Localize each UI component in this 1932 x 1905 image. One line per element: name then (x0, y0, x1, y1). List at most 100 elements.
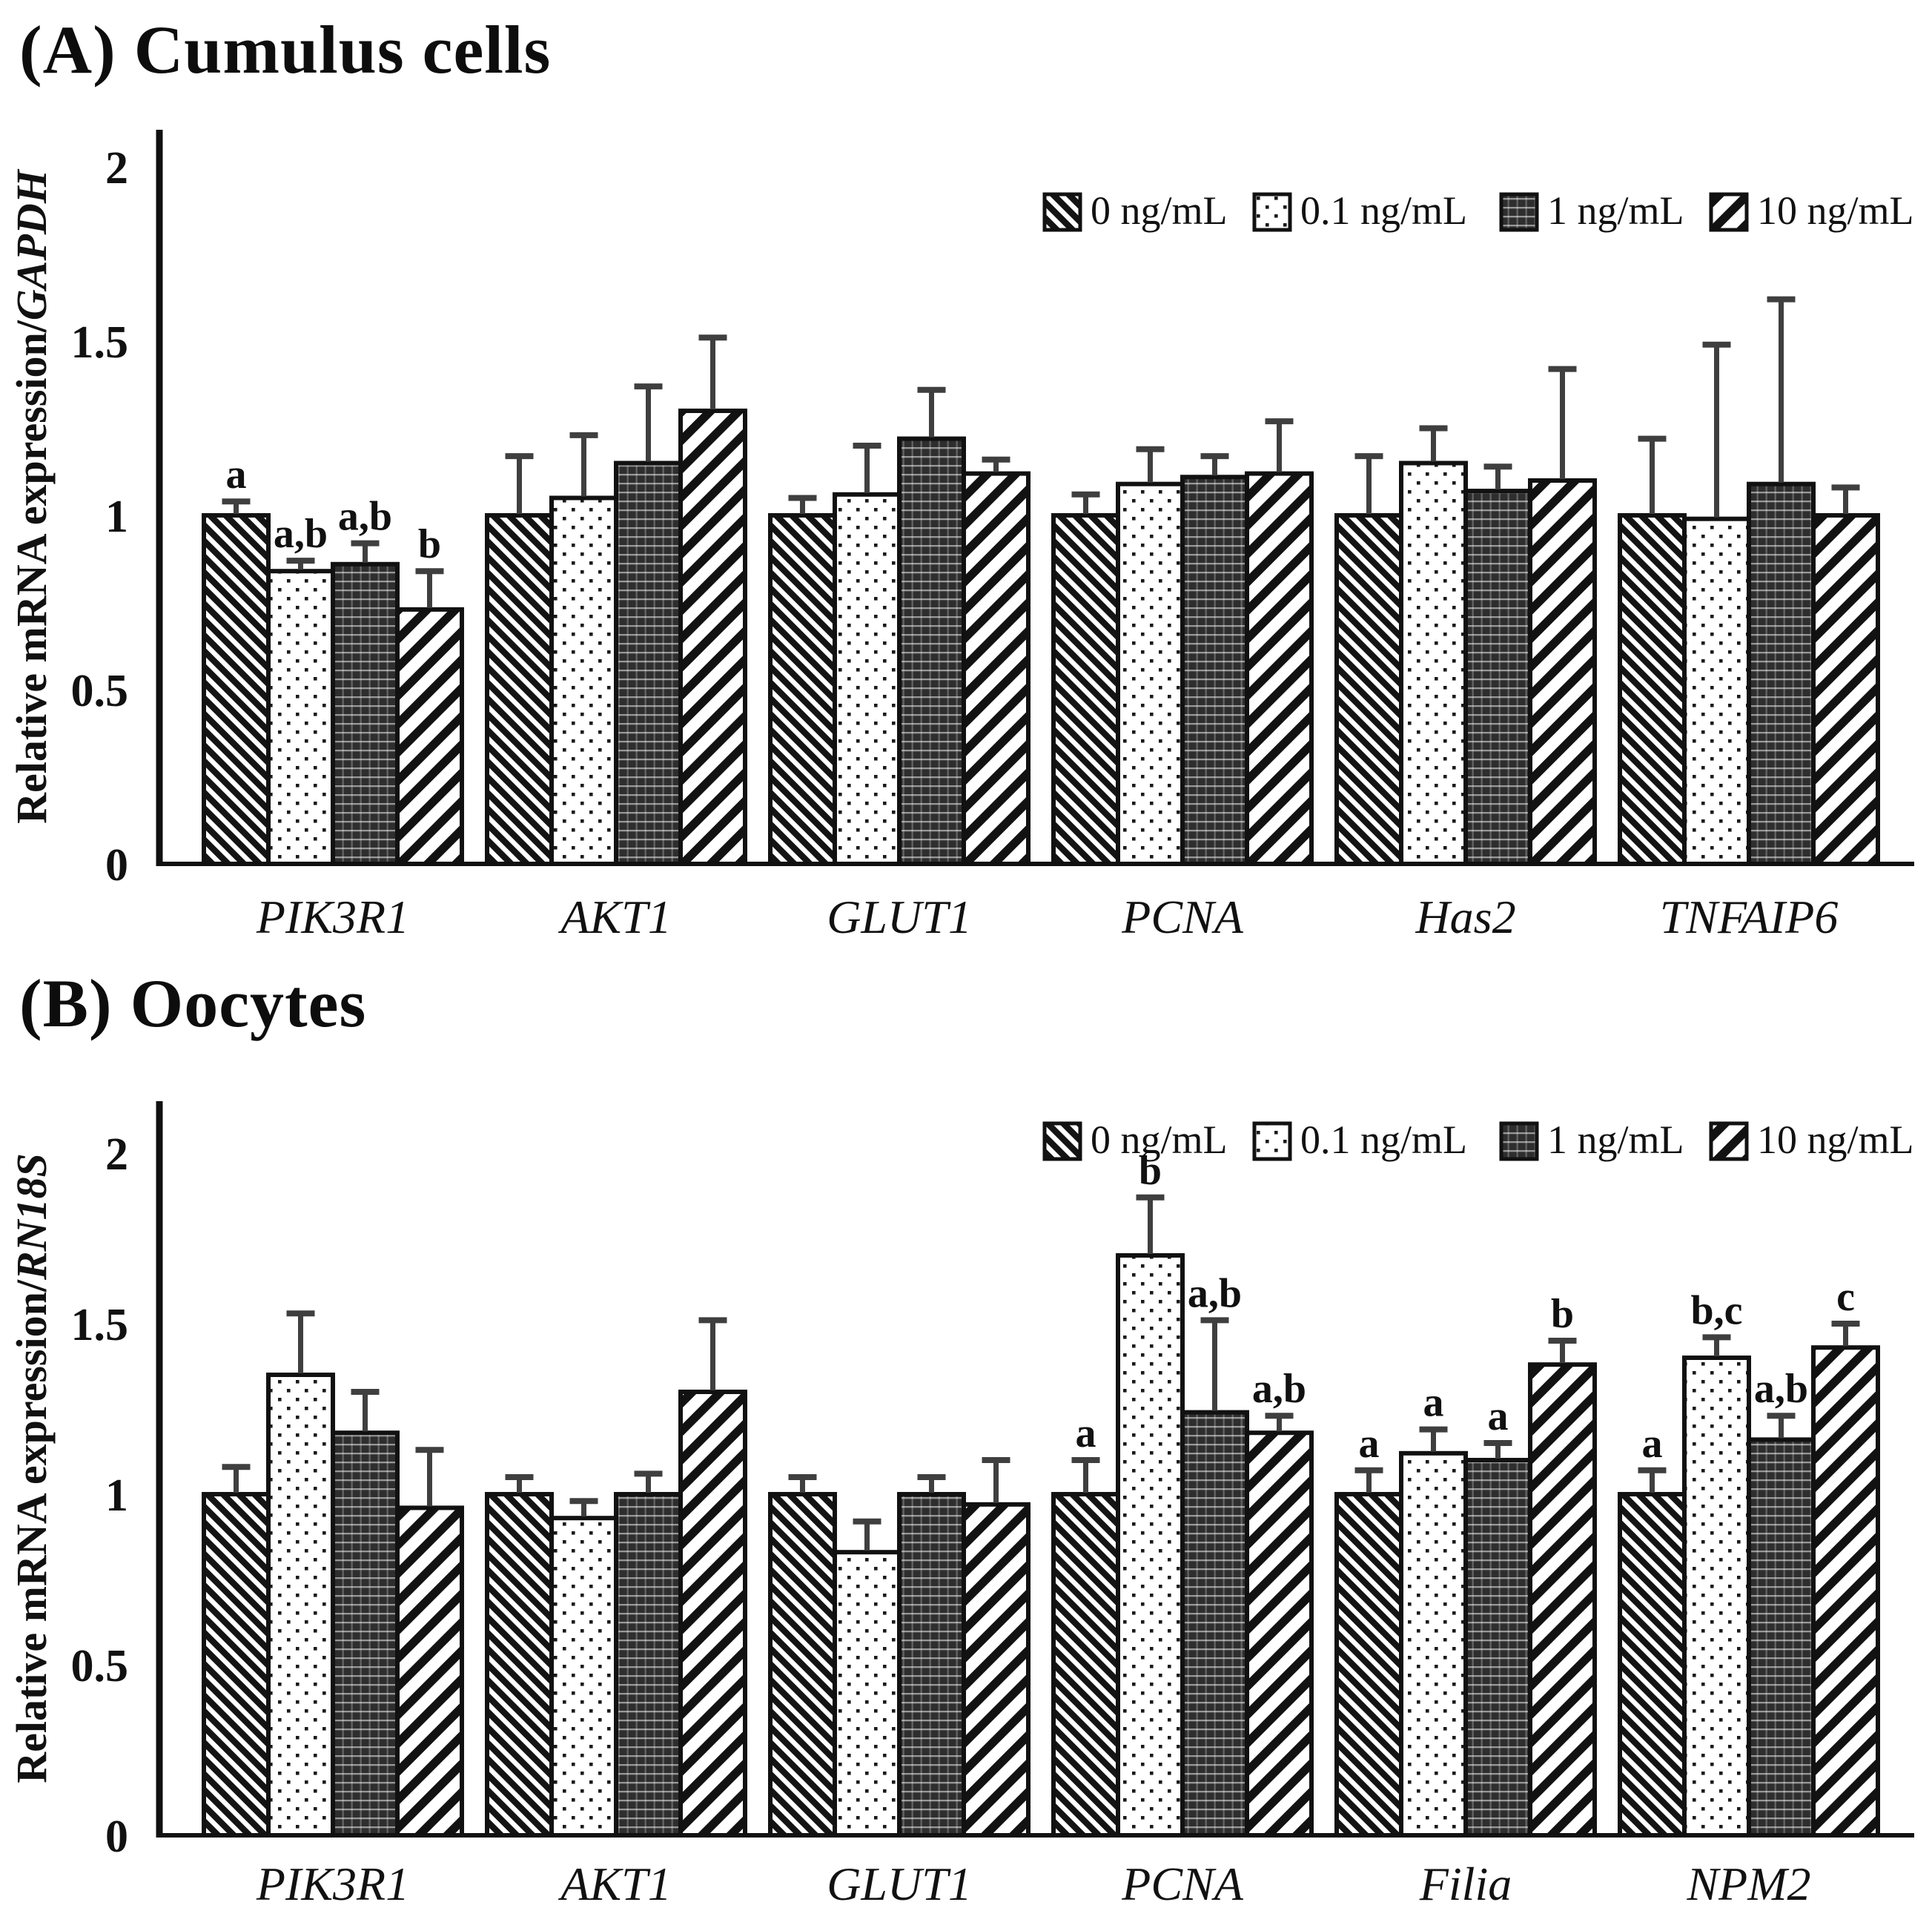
significance-letter: a (226, 452, 247, 498)
significance-letter: a,b (338, 494, 392, 540)
significance-letter: a (1076, 1410, 1096, 1456)
legend-label: 1 ng/mL (1547, 1117, 1684, 1162)
y-tick-label: 1 (105, 1470, 128, 1521)
significance-letter: c (1836, 1274, 1855, 1320)
legend-swatch-dark-crosshatch (1499, 1121, 1539, 1161)
panel-b-title: (B) Oocytes (19, 965, 367, 1041)
bar-1ngmL-GLUT1 (897, 1492, 966, 1838)
bar-0.1ngmL-PCNA (1116, 481, 1185, 866)
bar-0ngmL-AKT1 (485, 1492, 554, 1838)
bar-0ngmL-TNFAIP6 (1618, 513, 1687, 866)
y-tick-label: 1 (105, 492, 128, 542)
significance-letter: a (1359, 1421, 1380, 1467)
y-axis-title: Relative mRNA expression/RN18S (7, 1153, 56, 1783)
bar-0ngmL-NPM2 (1618, 1492, 1687, 1838)
significance-letter: a,b (1252, 1366, 1306, 1412)
bar-1ngmL-NPM2 (1747, 1437, 1816, 1838)
legend-label: 0 ng/mL (1091, 188, 1228, 233)
y-tick-label: 1.5 (71, 1300, 129, 1350)
bar-0ngmL-Filia (1334, 1492, 1403, 1838)
bar-0.1ngmL-NPM2 (1682, 1356, 1751, 1838)
legend-swatch-dots (1252, 192, 1292, 232)
bar-1ngmL-GLUT1 (897, 436, 966, 867)
bar-10ngmL-PIK3R1 (395, 607, 464, 867)
x-category-label: PIK3R1 (256, 891, 409, 943)
bar-0ngmL-Has2 (1334, 513, 1403, 866)
x-category-label: PCNA (1121, 891, 1243, 943)
bar-0ngmL-PCNA (1051, 513, 1120, 866)
bar-0ngmL-PCNA (1051, 1492, 1120, 1838)
significance-letter: b (1139, 1148, 1162, 1194)
legend-label: 10 ng/mL (1757, 1117, 1914, 1162)
bar-1ngmL-PCNA (1180, 1410, 1249, 1838)
significance-letter: b,c (1691, 1287, 1743, 1333)
significance-letter: a (1642, 1421, 1663, 1467)
panel-b-bar-chart: 0 0.5 1 1.5 2 Relative mRNA expression/RN18S 0… (7, 1101, 1914, 1905)
panel-a-title: (A) Cumulus cells (19, 12, 552, 88)
legend-swatch-diagonal-thin-backslash (1042, 1121, 1082, 1161)
significance-letter: b (418, 521, 441, 567)
panel-a-bar-chart: 0 0.5 1 1.5 2 Relative mRNA expression/GAPDH 0… (7, 130, 1914, 943)
x-category-label: Filia (1419, 1858, 1512, 1905)
bar-1ngmL-Filia (1463, 1458, 1532, 1838)
y-tick-label: 0 (105, 840, 128, 891)
bar-0.1ngmL-PIK3R1 (266, 1373, 335, 1838)
bar-0.1ngmL-GLUT1 (833, 492, 902, 866)
bar-0.1ngmL-Filia (1399, 1450, 1468, 1838)
bar-0.1ngmL-AKT1 (549, 495, 618, 866)
bar-0.1ngmL-AKT1 (549, 1516, 618, 1838)
significance-letter: b (1551, 1291, 1574, 1337)
legend-label: 0.1 ng/mL (1300, 188, 1467, 233)
legend-label: 10 ng/mL (1757, 188, 1914, 233)
bar-0ngmL-PIK3R1 (202, 1492, 271, 1838)
x-category-label: PIK3R1 (256, 1858, 409, 1905)
x-category-label: TNFAIP6 (1660, 891, 1839, 943)
significance-letter: a,b (1754, 1366, 1808, 1412)
bar-0.1ngmL-PCNA (1116, 1253, 1185, 1838)
y-tick-label: 2 (105, 1129, 128, 1180)
x-category-label: GLUT1 (827, 1858, 972, 1905)
bar-10ngmL-NPM2 (1811, 1345, 1880, 1838)
bar-1ngmL-PCNA (1180, 475, 1249, 866)
y-tick-label: 0 (105, 1812, 128, 1862)
y-tick-label: 0.5 (71, 1641, 129, 1691)
bar-0ngmL-GLUT1 (768, 1492, 837, 1838)
bar-10ngmL-AKT1 (678, 1390, 747, 1838)
legend-label: 0.1 ng/mL (1300, 1117, 1467, 1162)
significance-letter: a,b (1188, 1270, 1242, 1316)
bar-10ngmL-GLUT1 (962, 1502, 1030, 1838)
x-category-label: Has2 (1415, 891, 1515, 943)
legend-swatch-diagonal-wide-slash (1709, 192, 1749, 232)
bar-0.1ngmL-Has2 (1399, 460, 1468, 866)
bar-10ngmL-Filia (1528, 1362, 1597, 1838)
bar-10ngmL-PCNA (1245, 1430, 1314, 1838)
bar-10ngmL-TNFAIP6 (1811, 513, 1880, 866)
bar-0.1ngmL-PIK3R1 (266, 569, 335, 866)
legend-swatch-dots (1252, 1121, 1292, 1161)
significance-letter: a (1488, 1393, 1509, 1439)
bar-0.1ngmL-GLUT1 (833, 1550, 902, 1838)
legend-label: 0 ng/mL (1091, 1117, 1228, 1162)
bar-1ngmL-Has2 (1463, 489, 1532, 866)
y-tick-label: 2 (105, 143, 128, 194)
significance-letter: a (1423, 1380, 1444, 1426)
bar-10ngmL-Has2 (1528, 478, 1597, 866)
legend-swatch-diagonal-wide-slash (1709, 1121, 1749, 1161)
bar-0ngmL-GLUT1 (768, 513, 837, 866)
bar-10ngmL-AKT1 (678, 409, 747, 866)
x-category-label: GLUT1 (827, 891, 972, 943)
y-tick-label: 1.5 (71, 317, 129, 368)
bar-0ngmL-PIK3R1 (202, 513, 271, 866)
bar-1ngmL-AKT1 (614, 460, 683, 866)
legend-swatch-dark-crosshatch (1499, 192, 1539, 232)
bar-1ngmL-PIK3R1 (331, 1430, 400, 1838)
legend-label: 1 ng/mL (1547, 188, 1684, 233)
y-tick-label: 0.5 (71, 666, 129, 716)
bar-1ngmL-PIK3R1 (331, 561, 400, 866)
x-category-label: PCNA (1121, 1858, 1243, 1905)
x-category-label: AKT1 (558, 1858, 671, 1905)
y-axis-title: Relative mRNA expression/GAPDH (7, 168, 56, 824)
bar-10ngmL-GLUT1 (962, 471, 1030, 867)
x-category-label: NPM2 (1686, 1858, 1810, 1905)
